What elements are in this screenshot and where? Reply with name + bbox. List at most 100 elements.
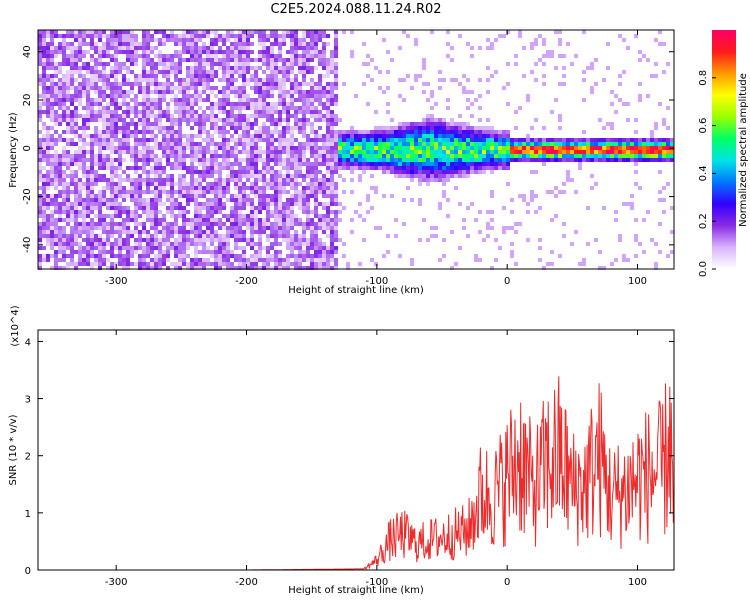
spectrogram-cell — [118, 242, 122, 246]
spectrogram-cell — [194, 118, 198, 122]
spectrogram-cell — [482, 166, 486, 170]
spectrogram-cell — [86, 210, 90, 214]
spectrogram-cell — [278, 258, 282, 262]
spectrogram-cell — [166, 126, 170, 130]
spectrogram-cell — [166, 250, 170, 254]
spectrogram-cell — [258, 90, 262, 94]
spectrogram-cell — [146, 158, 150, 162]
spectrogram-cell — [98, 226, 102, 230]
spectrogram-cell — [422, 178, 426, 182]
spectrogram-cell — [94, 194, 98, 198]
spectrogram-cell — [650, 74, 654, 78]
spectrogram-cell — [158, 90, 162, 94]
spectrogram-cell — [122, 194, 126, 198]
spectrogram-cell — [338, 218, 342, 222]
spectrogram-cell — [202, 238, 206, 242]
spectrogram-cell — [522, 74, 526, 78]
spectrogram-cell — [462, 226, 466, 230]
spectrogram-cell — [282, 106, 286, 110]
spectrogram-cell — [402, 30, 406, 34]
spectrogram-cell — [658, 138, 662, 142]
spectrogram-cell — [38, 150, 42, 154]
spectrogram-cell — [210, 54, 214, 58]
spectrogram-cell — [306, 42, 310, 46]
spectrogram-cell — [98, 78, 102, 82]
spectrogram-cell — [46, 74, 50, 78]
spectrogram-cell — [134, 246, 138, 250]
spectrogram-cell — [310, 38, 314, 42]
spectrogram-cell — [90, 78, 94, 82]
spectrogram-cell — [474, 166, 478, 170]
spectrogram-cell — [186, 154, 190, 158]
spectrogram-cell — [426, 114, 430, 118]
spectrogram-cell — [310, 242, 314, 246]
spectrogram-cell — [642, 218, 646, 222]
spectrogram-cell — [470, 130, 474, 134]
spectrogram-cell — [122, 218, 126, 222]
spectrogram-cell — [550, 146, 554, 150]
spectrogram-cell — [122, 30, 126, 34]
spectrogram-cell — [318, 246, 322, 250]
spectrogram-cell — [58, 98, 62, 102]
spectrogram-cell — [498, 158, 502, 162]
spectrogram-cell — [126, 122, 130, 126]
spectrogram-cell — [258, 226, 262, 230]
spectrogram-cell — [122, 94, 126, 98]
spectrogram-cell — [262, 34, 266, 38]
spectrogram-cell — [254, 262, 258, 266]
spectrogram-cell — [634, 234, 638, 238]
spectrogram-cell — [94, 34, 98, 38]
spectrogram-cell — [98, 214, 102, 218]
spectrogram-cell — [146, 234, 150, 238]
spectrogram-cell — [286, 210, 290, 214]
spectrogram-cell — [118, 86, 122, 90]
spectrogram-cell — [146, 250, 150, 254]
spectrogram-cell — [134, 62, 138, 66]
spectrogram-cell — [90, 246, 94, 250]
spectrogram-cell — [138, 130, 142, 134]
spectrogram-cell — [186, 262, 190, 266]
spectrogram-cell — [294, 166, 298, 170]
spectrogram-cell — [230, 134, 234, 138]
spectrogram-cell — [82, 158, 86, 162]
spectrogram-cell — [158, 118, 162, 122]
spectrogram-cell — [330, 266, 334, 270]
spectrogram-cell — [254, 250, 258, 254]
spectrogram-cell — [346, 150, 350, 154]
spectrogram-cell — [254, 166, 258, 170]
spectrogram-cell — [186, 254, 190, 258]
spectrogram-cell — [218, 262, 222, 266]
spectrogram-cell — [130, 122, 134, 126]
spectrogram-cell — [182, 158, 186, 162]
spectrogram-cell — [314, 234, 318, 238]
spectrogram-cell — [150, 146, 154, 150]
spectrogram-cell — [322, 202, 326, 206]
spectrogram-cell — [214, 266, 218, 270]
spectrogram-cell — [270, 50, 274, 54]
spectrogram-cell — [210, 226, 214, 230]
spectrogram-cell — [158, 238, 162, 242]
spectrogram-cell — [566, 146, 570, 150]
spectrogram-cell — [126, 146, 130, 150]
spectrogram-cell — [234, 118, 238, 122]
spectrogram-cell — [666, 126, 670, 130]
spectrogram-cell — [170, 38, 174, 42]
spectrogram-cell — [166, 230, 170, 234]
spectrogram-cell — [294, 246, 298, 250]
spectrogram-cell — [74, 34, 78, 38]
spectrogram-cell — [70, 178, 74, 182]
spectrogram-cell — [422, 62, 426, 66]
spectrogram-cell — [330, 202, 334, 206]
spectrogram-cell — [66, 94, 70, 98]
spectrogram-cell — [126, 94, 130, 98]
spectrogram-cell — [294, 50, 298, 54]
spectrogram-cell — [474, 170, 478, 174]
spectrogram-cell — [210, 222, 214, 226]
spectrogram-cell — [166, 154, 170, 158]
spectrogram-cell — [138, 166, 142, 170]
spectrogram-cell — [374, 142, 378, 146]
spectrogram-cell — [138, 122, 142, 126]
spectrogram-cell — [518, 138, 522, 142]
spectrogram-cell — [438, 202, 442, 206]
spectrogram-cell — [50, 90, 54, 94]
